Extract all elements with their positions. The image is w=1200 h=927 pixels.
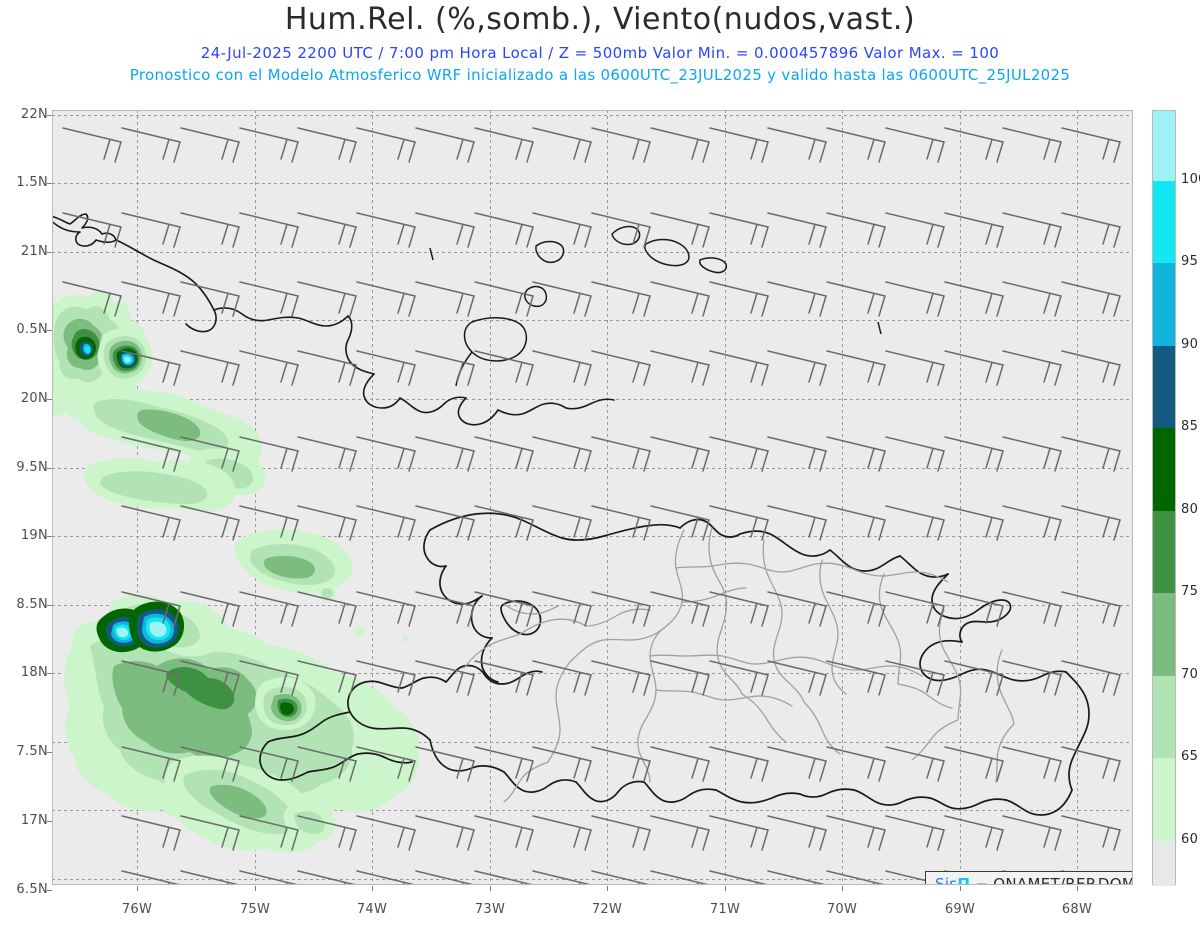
colorbar-tick-label: 75 bbox=[1181, 584, 1199, 599]
gridline-vertical bbox=[842, 110, 843, 885]
x-tick-label: 69W bbox=[944, 902, 976, 917]
subtitle-line-1: 24-Jul-2025 2200 UTC / 7:00 pm Hora Loca… bbox=[200, 44, 1000, 62]
x-tick-label: 76W bbox=[121, 902, 153, 917]
gridline-horizontal bbox=[52, 399, 1133, 400]
gridline-vertical bbox=[372, 110, 373, 885]
gridline-horizontal bbox=[52, 115, 1133, 116]
gridline-horizontal bbox=[52, 183, 1133, 184]
x-tick-label: 73W bbox=[474, 902, 506, 917]
colorbar-tick-label: 90 bbox=[1181, 337, 1199, 352]
x-tick-label: 74W bbox=[356, 902, 388, 917]
humidity-region-central-band bbox=[83, 457, 353, 594]
y-tick-label: 22N bbox=[20, 107, 48, 122]
y-tick-label: 8.5N bbox=[16, 597, 48, 612]
y-tick-label: 19N bbox=[20, 528, 48, 543]
y-tick-label: 0.5N bbox=[16, 322, 48, 337]
map-coastlines-layer bbox=[52, 213, 1090, 816]
colorbar-segment bbox=[1153, 593, 1175, 676]
x-tick-label: 75W bbox=[239, 902, 271, 917]
colorbar-segment bbox=[1153, 841, 1175, 886]
map-plot-area[interactable]: SisΠ − ONAMET/REP.DOM. bbox=[52, 110, 1133, 885]
gridline-vertical bbox=[725, 110, 726, 885]
gridline-vertical bbox=[255, 110, 256, 885]
gridline-horizontal bbox=[52, 879, 1133, 880]
colorbar-segment bbox=[1153, 758, 1175, 841]
gridline-horizontal bbox=[52, 810, 1133, 811]
colorbar-segment bbox=[1153, 346, 1175, 428]
colorbar-segment bbox=[1153, 263, 1175, 346]
y-tick-label: 20N bbox=[20, 391, 48, 406]
colorbar-tick-label: 95 bbox=[1181, 254, 1199, 269]
x-tick-label: 68W bbox=[1061, 902, 1093, 917]
coastline-hispaniola bbox=[259, 512, 1090, 816]
y-tick-label: 1.5N bbox=[16, 175, 48, 190]
colorbar[interactable] bbox=[1152, 110, 1176, 886]
colorbar-segment bbox=[1153, 428, 1175, 511]
y-tick-label: 18N bbox=[20, 665, 48, 680]
gridline-vertical bbox=[1077, 110, 1078, 885]
gridline-horizontal bbox=[52, 468, 1133, 469]
y-tick-label: 7.5N bbox=[16, 744, 48, 759]
gridline-horizontal bbox=[52, 605, 1133, 606]
x-tick-label: 72W bbox=[591, 902, 623, 917]
coastline-cuba bbox=[52, 213, 615, 426]
y-tick-label: 6.5N bbox=[16, 882, 48, 897]
y-tick-label: 17N bbox=[20, 813, 48, 828]
attribution-logo: SisΠ − ONAMET/REP.DOM. bbox=[925, 871, 1133, 885]
gridline-vertical bbox=[960, 110, 961, 885]
logo-pi-text: Π bbox=[957, 875, 971, 885]
gridline-horizontal bbox=[52, 742, 1133, 743]
gridline-horizontal bbox=[52, 673, 1133, 674]
coastline-bahamas-islands bbox=[429, 225, 882, 387]
logo-agency-text: − ONAMET/REP.DOM. bbox=[975, 875, 1133, 885]
subtitle-line-2: Pronostico con el Modelo Atmosferico WRF… bbox=[129, 66, 1071, 84]
x-tick-label: 70W bbox=[826, 902, 858, 917]
colorbar-segment bbox=[1153, 511, 1175, 593]
gridline-vertical bbox=[490, 110, 491, 885]
colorbar-segment bbox=[1153, 676, 1175, 758]
y-tick-label: 21N bbox=[20, 244, 48, 259]
colorbar-tick-label: 100 bbox=[1181, 172, 1200, 187]
colorbar-tick-label: 60 bbox=[1181, 832, 1199, 847]
x-tick-label: 71W bbox=[709, 902, 741, 917]
gridline-horizontal bbox=[52, 252, 1133, 253]
gridline-horizontal bbox=[52, 320, 1133, 321]
y-tick-label: 9.5N bbox=[16, 460, 48, 475]
colorbar-tick-label: 65 bbox=[1181, 749, 1199, 764]
colorbar-segment bbox=[1153, 111, 1175, 181]
colorbar-tick-label: 85 bbox=[1181, 419, 1199, 434]
gridline-horizontal bbox=[52, 536, 1133, 537]
province-boundaries-dominican-republic bbox=[463, 527, 1015, 803]
gridline-vertical bbox=[607, 110, 608, 885]
colorbar-segment bbox=[1153, 181, 1175, 263]
colorbar-tick-label: 80 bbox=[1181, 502, 1199, 517]
wind-barbs-layer bbox=[62, 127, 1121, 885]
page-title: Hum.Rel. (%,somb.), Viento(nudos,vast.) bbox=[284, 2, 916, 37]
logo-sis-text: Sis bbox=[935, 875, 958, 885]
colorbar-tick-label: 70 bbox=[1181, 667, 1199, 682]
